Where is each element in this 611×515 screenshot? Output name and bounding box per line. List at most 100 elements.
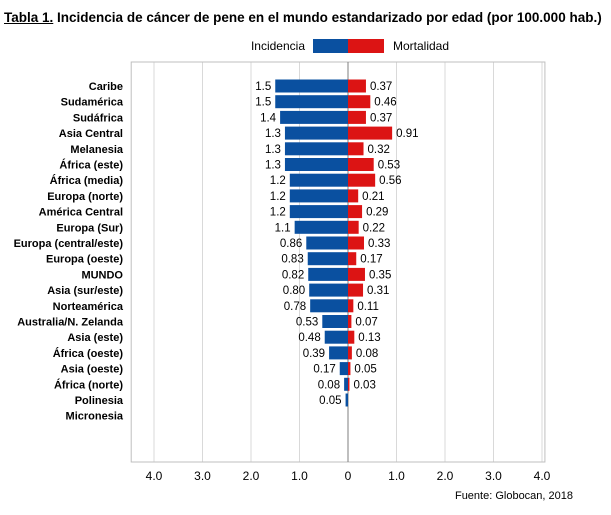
mortalidad-bar (348, 252, 357, 266)
mortalidad-bar (348, 330, 355, 344)
mortalidad-data-label: 0.21 (362, 191, 384, 203)
category-label: Melanesia (70, 144, 123, 156)
mortalidad-data-label: 0.17 (360, 254, 382, 266)
incidencia-data-label: 0.53 (296, 317, 318, 329)
category-label: Micronesia (66, 411, 124, 423)
category-label: Asia (sur/este) (47, 285, 123, 297)
mortalidad-data-label: 0.53 (378, 160, 400, 172)
x-tick-label: 3.0 (485, 469, 502, 483)
category-label: Europa (norte) (47, 191, 123, 203)
mortalidad-bar (348, 79, 366, 93)
mortalidad-bar (348, 346, 352, 360)
incidencia-data-label: 0.17 (313, 364, 335, 376)
incidencia-data-label: 1.3 (265, 128, 281, 140)
incidencia-bar (310, 299, 348, 313)
incidencia-bar (284, 142, 348, 156)
category-label: Asia (oeste) (61, 364, 124, 376)
category-label: Polinesia (75, 395, 124, 407)
legend-swatch-mortalidad (348, 39, 384, 53)
mortalidad-bar (348, 220, 359, 234)
incidencia-data-label: 1.1 (275, 222, 291, 234)
incidencia-data-label: 1.5 (255, 81, 271, 93)
category-label: Asia Central (59, 128, 123, 140)
incidencia-bar (294, 220, 348, 234)
mortalidad-bar (348, 299, 354, 313)
x-tick-label: 2.0 (243, 469, 260, 483)
mortalidad-bar (348, 189, 359, 203)
incidencia-data-label: 0.82 (282, 269, 304, 281)
category-label: MUNDO (81, 269, 123, 281)
legend-label-incidencia: Incidencia (251, 39, 305, 53)
x-tick-label: 2.0 (437, 469, 454, 483)
incidencia-data-label: 1.3 (265, 160, 281, 172)
incidencia-data-label: 1.2 (270, 207, 286, 219)
category-label: Sudamérica (61, 97, 124, 109)
category-label: América Central (39, 207, 123, 219)
title-text: Incidencia de cáncer de pene en el mundo… (57, 10, 602, 25)
incidencia-bar (344, 377, 348, 391)
category-label: África (norte) (54, 378, 123, 391)
incidencia-bar (308, 267, 348, 281)
title-prefix: Tabla 1. (4, 10, 54, 25)
incidencia-data-label: 1.4 (260, 112, 277, 124)
mortalidad-bar (348, 377, 350, 391)
mortalidad-bar (348, 126, 393, 140)
incidencia-data-label: 0.80 (283, 285, 305, 297)
x-tick-label: 1.0 (388, 469, 405, 483)
legend-swatch-incidencia (313, 39, 348, 53)
x-tick-label: 4.0 (534, 469, 551, 483)
mortalidad-data-label: 0.08 (356, 348, 378, 360)
legend-label-mortalidad: Mortalidad (393, 39, 449, 53)
category-label: Sudáfrica (73, 112, 124, 124)
mortalidad-data-label: 0.03 (353, 379, 375, 391)
incidencia-bar (289, 205, 348, 219)
incidencia-bar (306, 236, 348, 250)
category-label: Europa (Sur) (56, 222, 123, 234)
mortalidad-bar (348, 205, 363, 219)
incidencia-bar (280, 110, 348, 124)
incidencia-data-label: 0.39 (303, 348, 325, 360)
mortalidad-bar (348, 315, 352, 328)
incidencia-bar (324, 330, 348, 344)
incidencia-data-label: 1.5 (255, 97, 271, 109)
incidencia-data-label: 0.05 (319, 395, 341, 407)
mortalidad-data-label: 0.91 (396, 128, 418, 140)
incidencia-bar (322, 315, 348, 328)
mortalidad-bar (348, 173, 376, 187)
incidencia-data-label: 0.08 (318, 379, 340, 391)
incidencia-bar (307, 252, 348, 266)
mortalidad-data-label: 0.46 (374, 97, 396, 109)
category-label: Europa (oeste) (46, 254, 123, 266)
mortalidad-data-label: 0.37 (370, 112, 392, 124)
plot-border (130, 61, 546, 463)
category-label: Asia (este) (67, 332, 123, 344)
mortalidad-data-label: 0.11 (357, 301, 379, 313)
mortalidad-data-label: 0.37 (370, 81, 392, 93)
category-label: África (oeste) (53, 347, 124, 360)
incidencia-bar (289, 189, 348, 203)
incidencia-bar (284, 126, 348, 140)
mortalidad-bar (348, 267, 365, 281)
mortalidad-data-label: 0.33 (368, 238, 390, 250)
mortalidad-data-label: 0.22 (363, 222, 385, 234)
chart-title: Tabla 1. Incidencia de cáncer de pene en… (4, 10, 602, 25)
mortalidad-data-label: 0.35 (369, 269, 391, 281)
mortalidad-data-label: 0.31 (367, 285, 389, 297)
mortalidad-data-label: 0.13 (358, 332, 380, 344)
incidencia-bar (329, 346, 348, 360)
mortalidad-data-label: 0.56 (379, 175, 401, 187)
category-label: Norteamérica (53, 301, 124, 313)
x-tick-label: 4.0 (146, 469, 163, 483)
mortalidad-bar (348, 283, 364, 297)
incidencia-bar (289, 173, 348, 187)
x-tick-label: 0 (345, 469, 352, 483)
mortalidad-data-label: 0.29 (366, 207, 388, 219)
category-label: Australia/N. Zelanda (17, 317, 124, 329)
category-label: África (media) (50, 174, 124, 187)
incidencia-data-label: 1.2 (270, 175, 286, 187)
category-label: Caribe (89, 81, 123, 93)
incidencia-bar (339, 362, 348, 376)
category-label: África (este) (59, 159, 123, 172)
